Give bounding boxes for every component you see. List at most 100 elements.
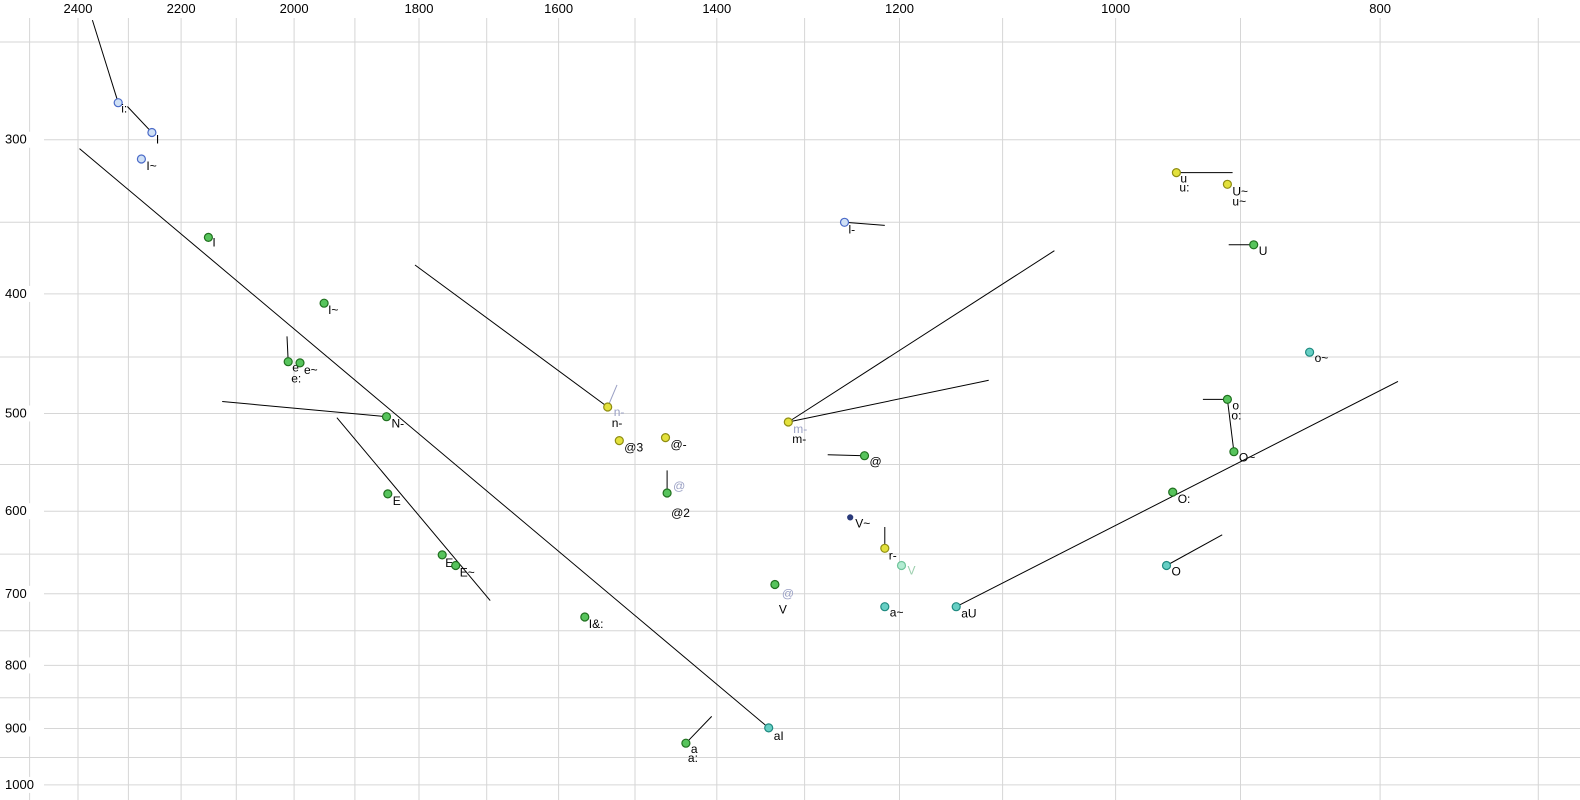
vowel-label-o: o~ — [1315, 351, 1329, 365]
vowel-label-o: o: — [1231, 408, 1241, 422]
vowel-label-i: I~ — [146, 159, 156, 173]
vowel-point-o — [1161, 560, 1172, 571]
x-tick-label-2400: 2400 — [64, 1, 93, 16]
connector-line — [79, 148, 770, 729]
vowel-point-e2 — [437, 550, 447, 560]
vowel-label-a: a: — [688, 751, 698, 765]
vowel-point-i — [580, 612, 590, 622]
vowel-point-u — [1222, 179, 1233, 189]
vowel-label-n: n- — [614, 405, 625, 419]
y-tick-label-1000: 1000 — [5, 777, 34, 792]
x-tick-label-1400: 1400 — [702, 1, 731, 16]
vowel-point-v — [847, 514, 854, 521]
vowel-label-r: r- — [889, 548, 897, 562]
y-tick-label-backing — [0, 131, 44, 148]
x-tick-label-1600: 1600 — [544, 1, 573, 16]
vowel-label-i: i: — [121, 102, 127, 116]
x-tick-label-2000: 2000 — [280, 1, 309, 16]
vowel-label-a: a — [691, 742, 698, 756]
y-tick-label-backing — [0, 776, 44, 793]
y-tick-label-600: 600 — [5, 503, 27, 518]
vowel-point-i — [136, 154, 146, 164]
vowel-point-x — [660, 433, 671, 443]
vowel-point-e — [295, 358, 305, 368]
vowel-point-u — [1249, 240, 1259, 250]
vowel-point-i — [113, 98, 123, 108]
y-tick-label-700: 700 — [5, 586, 27, 601]
vowel-point-2 — [662, 488, 672, 498]
y-tick-label-backing — [0, 585, 44, 602]
connector-line — [844, 221, 885, 226]
connector-line — [685, 716, 713, 744]
vowel-label-u: U — [1259, 244, 1268, 258]
vowel-label-n: N- — [392, 417, 405, 431]
vowel-point-i-2 — [319, 298, 329, 308]
y-tick-label-900: 900 — [5, 721, 27, 736]
vowel-point-ai — [764, 723, 774, 733]
x-tick-label-1800: 1800 — [405, 1, 434, 16]
vowel-point-a — [880, 602, 890, 612]
vowel-label-i: I~ — [328, 303, 338, 317]
vowel-label-a: a~ — [890, 606, 904, 620]
vowel-point-i2 — [203, 232, 213, 242]
y-tick-label-300: 300 — [5, 132, 27, 147]
vowel-label-e: e: — [291, 372, 301, 386]
vowel-label-x: @ — [782, 587, 794, 601]
vowel-point-r — [880, 543, 890, 553]
vowel-label-m: m- — [793, 422, 807, 436]
vowel-label-n: n- — [612, 416, 623, 430]
vowel-label-o: o — [1232, 398, 1239, 412]
connector-line — [1226, 399, 1235, 452]
vowel-label-x: @- — [671, 438, 687, 452]
connector-line — [336, 417, 491, 601]
vowel-point-n — [381, 412, 392, 422]
vowel-label-i: I&: — [589, 617, 604, 631]
vowel-point-l — [839, 217, 850, 227]
connector-line — [91, 19, 119, 103]
connector-line — [127, 106, 153, 133]
vowel-label-u: u — [1180, 172, 1187, 186]
vowel-point-o — [1304, 347, 1315, 357]
connector-line — [955, 380, 1399, 608]
y-tick-label-backing — [0, 720, 44, 737]
vowel-label-i: I — [156, 133, 159, 147]
x-tick-label-2200: 2200 — [167, 1, 196, 16]
vowel-point-n — [603, 402, 613, 412]
x-axis-tick-labels: 2400 2200 2000 1800 1600 1400 1200 1000 800 — [64, 1, 1391, 16]
vowel-label-v: V~ — [855, 516, 870, 530]
vowel-label-e: E~ — [460, 566, 475, 580]
vowel-label-3: @3 — [624, 441, 643, 455]
y-tick-label-backing — [0, 285, 44, 302]
connector-line — [827, 454, 865, 457]
vowel-point-3 — [614, 436, 624, 446]
x-tick-label-1000: 1000 — [1101, 1, 1130, 16]
y-tick-label-backing — [0, 503, 44, 520]
vowel-label-x: @ — [870, 455, 882, 469]
vowel-point-o — [1222, 394, 1233, 404]
vowel-point-au — [951, 602, 961, 612]
vowel-label-e: E — [445, 556, 453, 570]
y-axis-tick-labels: 300 400 500 600 700 800 900 1000 — [0, 131, 44, 793]
vowel-point-e — [451, 560, 461, 571]
vowel-label-e: e~ — [304, 363, 318, 377]
vowel-point-a — [681, 738, 691, 748]
vowel-label-au: aU — [961, 607, 976, 621]
vowel-label-o: O~ — [1239, 451, 1255, 465]
y-tick-label-backing — [0, 405, 44, 422]
vowel-point-o — [1229, 447, 1239, 457]
connector-line — [222, 401, 387, 418]
vowel-label-v: V — [779, 603, 787, 617]
vowel-label-u: u~ — [1232, 194, 1246, 208]
x-tick-label-1200: 1200 — [885, 1, 914, 16]
vowel-label-i: I — [212, 235, 215, 249]
vowel-label-v: V — [908, 564, 916, 578]
vowel-point-x — [859, 451, 870, 461]
vowel-point-m — [783, 417, 793, 427]
vowel-label-ai: aI — [774, 729, 784, 743]
connector-line — [1166, 534, 1223, 566]
vowel-label-x: @ — [673, 479, 685, 493]
vowel-point-u — [1171, 168, 1182, 178]
